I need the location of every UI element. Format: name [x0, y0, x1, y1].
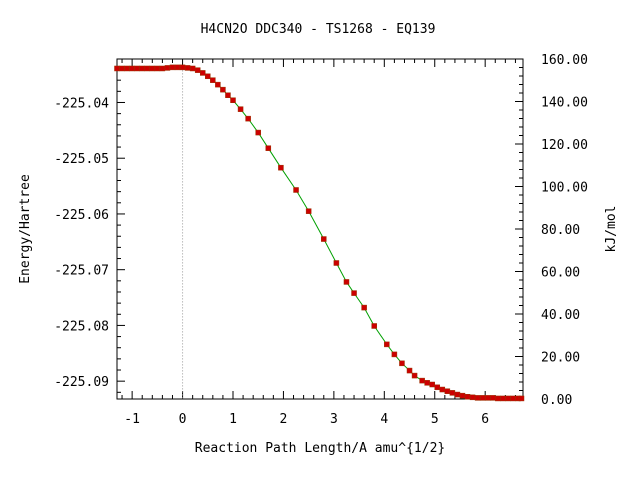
- data-point: [518, 395, 525, 402]
- y2-tick-label: 0.00: [541, 393, 572, 408]
- data-point: [454, 391, 461, 398]
- data-point: [333, 260, 340, 266]
- data-point: [189, 65, 196, 72]
- data-point: [194, 67, 201, 73]
- x-axis-title: Reaction Path Length/A amu^{1/2}: [195, 441, 445, 456]
- data-point: [205, 73, 211, 80]
- data-point: [179, 64, 186, 71]
- data-point: [220, 86, 226, 93]
- data-point-markers: [114, 64, 525, 402]
- data-point: [384, 341, 390, 348]
- data-point: [399, 360, 405, 367]
- data-point: [489, 395, 496, 401]
- plot-area-frame: [116, 58, 524, 400]
- y2-axis-title: kJ/mol: [604, 206, 619, 253]
- data-point: [419, 377, 425, 384]
- x-tick-label: 4: [380, 412, 388, 427]
- data-point: [159, 65, 166, 72]
- data-point: [444, 388, 451, 394]
- data-point: [459, 392, 466, 399]
- data-point: [210, 77, 216, 83]
- data-point: [265, 145, 272, 151]
- data-point: [278, 164, 284, 171]
- data-point: [139, 65, 145, 72]
- x-tick-label: 5: [431, 412, 439, 427]
- data-point: [474, 395, 481, 401]
- data-point: [505, 395, 511, 402]
- chart-title: H4CN2O DDC340 - TS1268 - EQ139: [201, 22, 436, 37]
- y2-tick-label: 60.00: [541, 266, 580, 281]
- data-point: [119, 65, 125, 72]
- energy-curve-line: [117, 66, 522, 399]
- y-axis-title: Energy/Hartree: [18, 174, 33, 284]
- data-point: [449, 390, 456, 396]
- left-axis-ticks: -225.04 -225.05 -225.06 -225.07 -225.08 -225.…: [54, 68, 125, 393]
- y-tick-label: -225.08: [54, 319, 109, 334]
- data-point: [500, 395, 506, 402]
- data-point: [169, 64, 176, 71]
- data-point: [114, 65, 120, 72]
- data-point: [343, 279, 350, 285]
- data-point: [305, 208, 312, 214]
- data-point: [479, 395, 486, 401]
- y-tick-label: -225.04: [54, 96, 109, 111]
- data-point: [464, 394, 471, 400]
- data-point: [406, 367, 413, 374]
- data-point: [184, 65, 191, 71]
- data-point: [391, 351, 398, 358]
- bottom-axis-ticks: -1 0 1 2 3 4 5 6: [121, 59, 516, 427]
- x-tick-label: -1: [124, 412, 140, 427]
- y2-tick-label: 160.00: [541, 53, 588, 68]
- y2-tick-label: 120.00: [541, 138, 588, 153]
- y-tick-label: -225.09: [54, 375, 109, 390]
- x-tick-label: 2: [280, 412, 288, 427]
- data-point: [255, 129, 261, 136]
- data-point: [429, 381, 435, 388]
- y-tick-label: -225.07: [54, 264, 109, 279]
- x-tick-label: 6: [481, 412, 489, 427]
- data-point: [484, 395, 491, 401]
- y2-tick-label: 140.00: [541, 96, 588, 111]
- right-axis-ticks: 0.00 20.00 40.00 60.00 80.00 100.00 120.00 140.…: [515, 53, 588, 408]
- data-point: [371, 323, 377, 329]
- data-point: [245, 115, 251, 122]
- data-point: [237, 106, 244, 112]
- x-tick-label: 0: [179, 412, 187, 427]
- data-point: [149, 65, 156, 72]
- data-point: [129, 65, 135, 72]
- data-point: [225, 92, 231, 98]
- data-point: [144, 65, 151, 72]
- data-point: [469, 394, 476, 401]
- y2-tick-label: 20.00: [541, 351, 580, 366]
- y2-tick-label: 40.00: [541, 308, 580, 323]
- data-point: [174, 64, 181, 71]
- data-point: [199, 70, 206, 76]
- data-point: [434, 384, 441, 391]
- data-point: [411, 372, 418, 379]
- data-point: [134, 65, 140, 72]
- data-point: [351, 290, 357, 296]
- x-tick-label: 1: [229, 412, 237, 427]
- data-point: [230, 97, 236, 103]
- x-tick-label: 3: [330, 412, 338, 427]
- data-point: [495, 395, 501, 402]
- data-point: [164, 65, 171, 71]
- data-point: [510, 395, 516, 402]
- data-point: [321, 236, 327, 242]
- data-point: [124, 65, 130, 72]
- data-point: [361, 304, 367, 311]
- data-point: [293, 187, 299, 193]
- y-tick-label: -225.05: [54, 152, 109, 167]
- y2-tick-label: 80.00: [541, 223, 580, 238]
- y2-tick-label: 100.00: [541, 181, 588, 196]
- data-point: [424, 380, 430, 386]
- data-point: [215, 81, 221, 88]
- y-tick-label: -225.06: [54, 208, 109, 223]
- data-point: [154, 65, 161, 72]
- data-point: [439, 386, 446, 393]
